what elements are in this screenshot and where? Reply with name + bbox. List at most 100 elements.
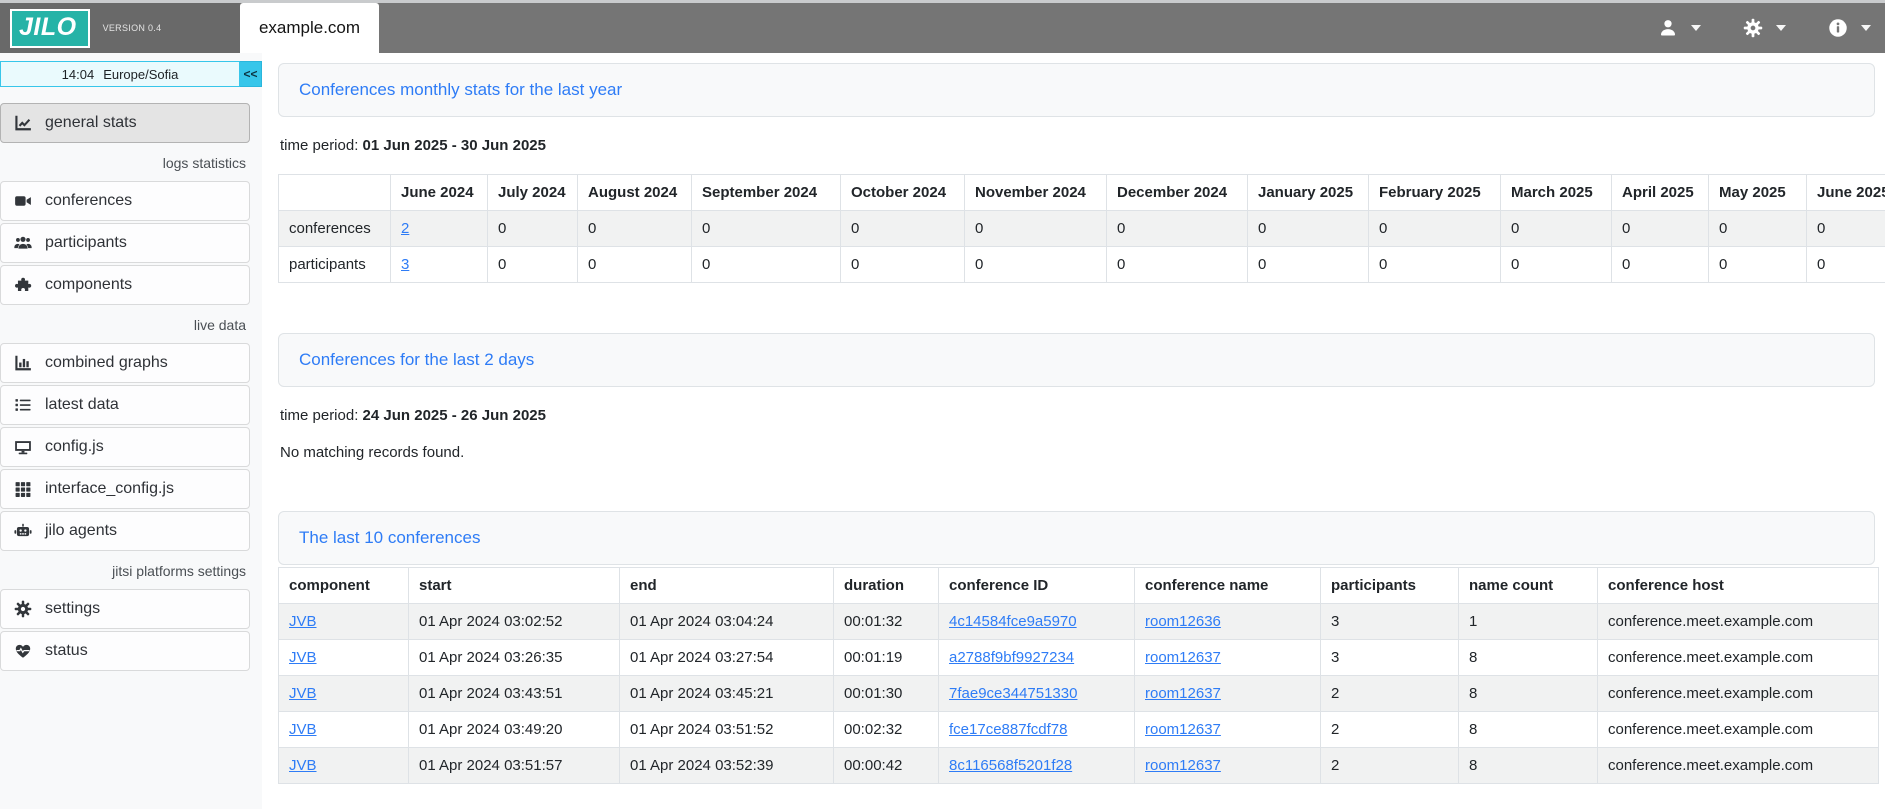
version-label: VERSION 0.4 bbox=[103, 23, 162, 33]
panel-monthly-stats-title: Conferences monthly stats for the last y… bbox=[299, 80, 1854, 100]
cell: 3 bbox=[1321, 604, 1459, 640]
panel-last-2-days: Conferences for the last 2 days bbox=[278, 333, 1875, 387]
sidebar-menu: general statslogs statisticsconferencesp… bbox=[0, 103, 262, 671]
time-period-label: time period: bbox=[280, 137, 358, 154]
caret-down-icon bbox=[1861, 25, 1871, 31]
column-header: July 2024 bbox=[488, 175, 578, 211]
cell: 7fae9ce344751330 bbox=[939, 676, 1135, 712]
caret-down-icon bbox=[1776, 25, 1786, 31]
cell: conference.meet.example.com bbox=[1598, 604, 1879, 640]
sidebar-item-config-js[interactable]: config.js bbox=[0, 427, 250, 467]
sidebar-item-combined-graphs[interactable]: combined graphs bbox=[0, 343, 250, 383]
cell-link[interactable]: 4c14584fce9a5970 bbox=[949, 613, 1077, 630]
monthly-stats-table: June 2024July 2024August 2024September 2… bbox=[278, 174, 1885, 283]
cell: room12637 bbox=[1135, 676, 1321, 712]
sidebar-collapse-button[interactable]: << bbox=[240, 61, 262, 87]
cell: 0 bbox=[965, 211, 1107, 247]
monthly-time-period: time period: 01 Jun 2025 - 30 Jun 2025 bbox=[280, 137, 1885, 154]
cell-link[interactable]: JVB bbox=[289, 685, 317, 702]
cell: 00:02:32 bbox=[834, 712, 939, 748]
cell-link[interactable]: fce17ce887fcdf78 bbox=[949, 721, 1067, 738]
cell: 1 bbox=[1459, 604, 1598, 640]
user-menu[interactable] bbox=[1658, 18, 1701, 38]
sidebar-item-settings[interactable]: settings bbox=[0, 589, 250, 629]
column-header: participants bbox=[1321, 568, 1459, 604]
sidebar-item-label: conferences bbox=[45, 192, 132, 210]
cell-link[interactable]: room12637 bbox=[1145, 649, 1221, 666]
clock-row: 14:04 Europe/Sofia << bbox=[0, 61, 262, 87]
cell: 0 bbox=[578, 247, 692, 283]
cell: 3 bbox=[391, 247, 488, 283]
cell-link[interactable]: JVB bbox=[289, 721, 317, 738]
sidebar-item-general-stats[interactable]: general stats bbox=[0, 103, 250, 143]
cell-link[interactable]: JVB bbox=[289, 757, 317, 774]
sidebar-item-components[interactable]: components bbox=[0, 265, 250, 305]
chart-line-icon bbox=[13, 114, 33, 132]
sidebar-item-label: participants bbox=[45, 234, 127, 252]
cell: 2 bbox=[1321, 712, 1459, 748]
cell-link[interactable]: room12636 bbox=[1145, 613, 1221, 630]
cell: 0 bbox=[1709, 247, 1807, 283]
table-header-row: componentstartenddurationconference IDco… bbox=[279, 568, 1879, 604]
info-icon bbox=[1828, 18, 1848, 38]
cell: 01 Apr 2024 03:45:21 bbox=[620, 676, 834, 712]
cell-link[interactable]: JVB bbox=[289, 613, 317, 630]
cell-link[interactable]: room12637 bbox=[1145, 757, 1221, 774]
cell: 01 Apr 2024 03:02:52 bbox=[409, 604, 620, 640]
sidebar: 14:04 Europe/Sofia << general statslogs … bbox=[0, 53, 262, 809]
cell-link[interactable]: JVB bbox=[289, 649, 317, 666]
cell-link[interactable]: room12637 bbox=[1145, 685, 1221, 702]
info-menu[interactable] bbox=[1828, 18, 1871, 38]
gear-icon bbox=[1743, 18, 1763, 38]
time-period-value: 01 Jun 2025 - 30 Jun 2025 bbox=[363, 137, 546, 154]
cell: 0 bbox=[578, 211, 692, 247]
cell: 0 bbox=[965, 247, 1107, 283]
column-header: January 2025 bbox=[1248, 175, 1369, 211]
sidebar-item-interface-config-js[interactable]: interface_config.js bbox=[0, 469, 250, 509]
platform-tab-example-com[interactable]: example.com bbox=[240, 3, 379, 53]
video-icon bbox=[13, 192, 33, 210]
cell-link[interactable]: room12637 bbox=[1145, 721, 1221, 738]
cell: conference.meet.example.com bbox=[1598, 748, 1879, 784]
cell: 0 bbox=[1248, 247, 1369, 283]
cell-link[interactable]: a2788f9bf9927234 bbox=[949, 649, 1074, 666]
column-header bbox=[279, 175, 391, 211]
column-header: conference ID bbox=[939, 568, 1135, 604]
clock-timezone: Europe/Sofia bbox=[103, 67, 178, 82]
cell-link[interactable]: 2 bbox=[401, 220, 409, 237]
cell: 0 bbox=[1369, 211, 1501, 247]
sidebar-item-label: combined graphs bbox=[45, 354, 168, 372]
panel-monthly-stats: Conferences monthly stats for the last y… bbox=[278, 63, 1875, 117]
display-icon bbox=[13, 438, 33, 456]
cell: room12637 bbox=[1135, 640, 1321, 676]
sidebar-item-label: general stats bbox=[45, 114, 137, 132]
sidebar-item-jilo-agents[interactable]: jilo agents bbox=[0, 511, 250, 551]
cell: 0 bbox=[1369, 247, 1501, 283]
cell: 0 bbox=[1709, 211, 1807, 247]
sidebar-item-conferences[interactable]: conferences bbox=[0, 181, 250, 221]
table-row: JVB01 Apr 2024 03:02:5201 Apr 2024 03:04… bbox=[279, 604, 1879, 640]
cell: 0 bbox=[1248, 211, 1369, 247]
cell: room12637 bbox=[1135, 748, 1321, 784]
sidebar-item-status[interactable]: status bbox=[0, 631, 250, 671]
table-row: JVB01 Apr 2024 03:49:2001 Apr 2024 03:51… bbox=[279, 712, 1879, 748]
cell: JVB bbox=[279, 712, 409, 748]
cell: 0 bbox=[1107, 211, 1248, 247]
caret-down-icon bbox=[1691, 25, 1701, 31]
sidebar-item-label: components bbox=[45, 276, 132, 294]
cell: 2 bbox=[1321, 748, 1459, 784]
column-header: June 2024 bbox=[391, 175, 488, 211]
cell-link[interactable]: 7fae9ce344751330 bbox=[949, 685, 1077, 702]
cell: JVB bbox=[279, 640, 409, 676]
cell: 2 bbox=[391, 211, 488, 247]
cell: conference.meet.example.com bbox=[1598, 676, 1879, 712]
sidebar-item-latest-data[interactable]: latest data bbox=[0, 385, 250, 425]
column-header: end bbox=[620, 568, 834, 604]
cell-link[interactable]: 8c116568f5201f28 bbox=[949, 757, 1072, 774]
sidebar-item-participants[interactable]: participants bbox=[0, 223, 250, 263]
time-period-label: time period: bbox=[280, 407, 358, 424]
sidebar-item-label: interface_config.js bbox=[45, 480, 174, 498]
cell-link[interactable]: 3 bbox=[401, 256, 409, 273]
settings-menu[interactable] bbox=[1743, 18, 1786, 38]
cell: 01 Apr 2024 03:51:57 bbox=[409, 748, 620, 784]
